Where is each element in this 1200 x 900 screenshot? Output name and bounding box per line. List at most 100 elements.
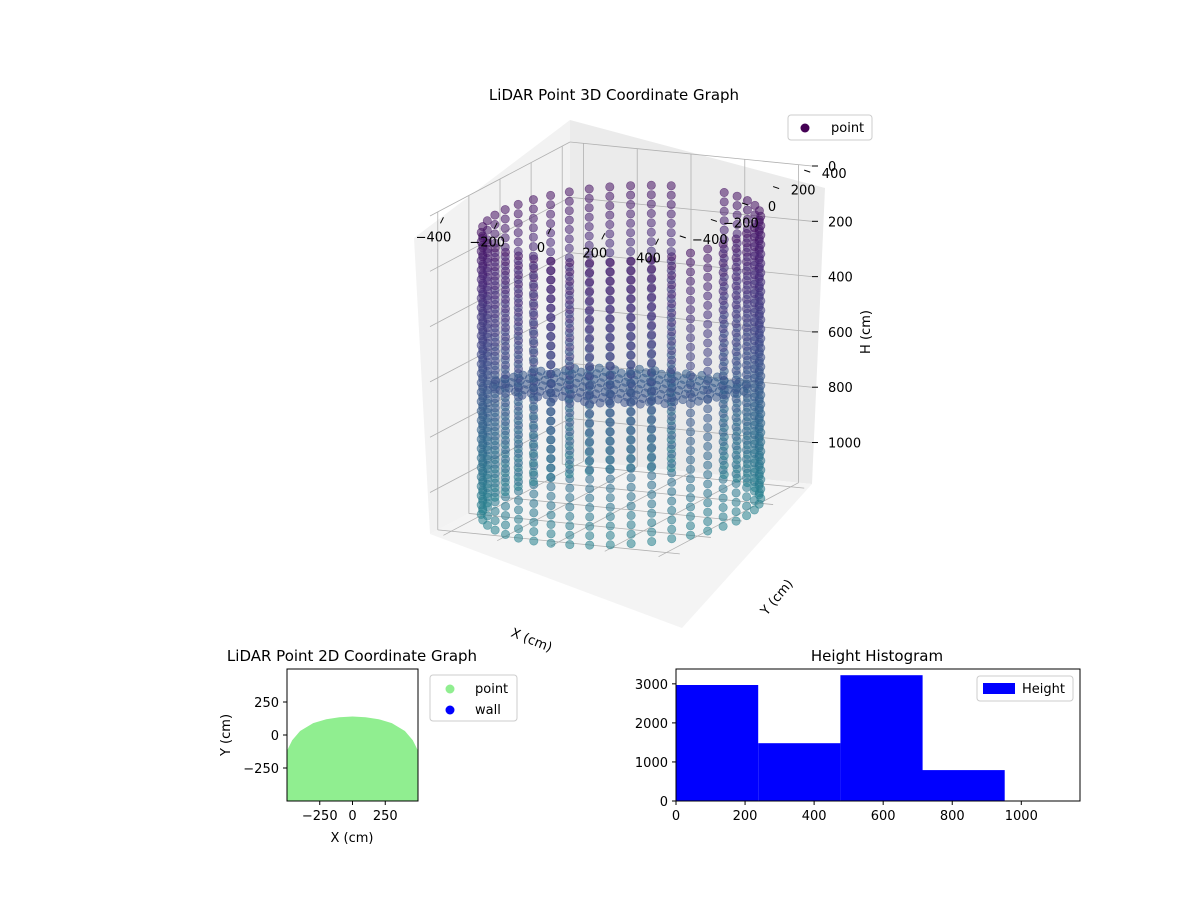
- data-point-3d: [646, 227, 656, 237]
- data-point-3d: [585, 324, 595, 334]
- data-point-3d: [565, 493, 575, 503]
- data-point-3d: [647, 311, 657, 321]
- data-point-3d: [528, 232, 538, 242]
- data-point-3d: [647, 452, 657, 462]
- x-tick-label-histogram: 1000: [1005, 809, 1038, 824]
- data-point-3d: [594, 363, 604, 373]
- y-tick-3d: [679, 235, 686, 239]
- data-point-3d: [529, 536, 539, 546]
- data-point-3d: [546, 538, 556, 548]
- data-point-3d: [626, 218, 636, 228]
- x-tick-3d: [439, 217, 444, 224]
- legend-3d-label: point: [831, 121, 864, 136]
- data-point-3d: [605, 521, 615, 531]
- data-point-3d: [546, 275, 556, 285]
- data-point-3d: [605, 540, 615, 550]
- data-point-3d: [605, 455, 615, 465]
- data-point-3d: [681, 369, 691, 379]
- data-point-3d: [536, 366, 546, 376]
- data-point-3d: [565, 530, 575, 540]
- y-tick-label-3d: 200: [791, 184, 816, 199]
- data-point-3d: [528, 213, 538, 223]
- data-point-3d: [685, 333, 695, 343]
- data-point-3d: [513, 505, 523, 515]
- data-point-3d: [685, 286, 695, 296]
- data-point-3d: [703, 366, 713, 376]
- data-point-3d: [626, 190, 636, 200]
- data-point-3d: [546, 360, 556, 370]
- legend-histogram-label: Height: [1022, 682, 1065, 697]
- data-point-3d: [546, 294, 556, 304]
- data-point-3d: [750, 200, 760, 210]
- data-point-3d: [585, 437, 595, 447]
- data-point-3d: [584, 222, 594, 232]
- data-point-3d: [647, 499, 657, 509]
- data-point-3d: [703, 300, 713, 310]
- data-point-3d: [564, 215, 574, 225]
- data-point-3d: [647, 358, 657, 368]
- point-region-2d: [287, 716, 418, 801]
- legend-histogram-frame: [976, 675, 1074, 702]
- data-point-3d: [546, 454, 556, 464]
- data-point-3d: [490, 506, 500, 516]
- data-point-3d: [647, 292, 657, 302]
- data-point-3d: [742, 511, 752, 521]
- data-point-3d: [605, 229, 615, 239]
- data-point-3d: [703, 470, 713, 480]
- data-point-3d: [685, 493, 695, 503]
- y-axis-label-3d: Y (cm): [757, 577, 796, 620]
- data-point-3d: [718, 484, 728, 494]
- data-point-3d: [719, 197, 729, 207]
- data-point-3d: [626, 350, 636, 360]
- y-tick-label-2d: −250: [243, 762, 279, 777]
- data-point-3d: [685, 352, 695, 362]
- data-point-3d: [646, 190, 656, 200]
- data-point-3d: [605, 248, 615, 258]
- histogram-bar: [676, 685, 759, 801]
- data-point-3d: [718, 502, 728, 512]
- legend-2d-wall-label: wall: [475, 703, 501, 718]
- data-point-3d: [719, 235, 729, 245]
- chart-3d-title: LiDAR Point 3D Coordinate Graph: [489, 86, 739, 104]
- data-point-3d: [585, 305, 595, 315]
- data-point-3d: [626, 482, 636, 492]
- data-point-3d: [666, 200, 676, 210]
- data-point-3d: [626, 501, 636, 511]
- data-point-3d: [564, 243, 574, 253]
- data-point-3d: [647, 527, 657, 537]
- ticks-2d: −250 0 250 250 0 −250: [243, 696, 397, 824]
- data-point-3d: [585, 446, 595, 456]
- data-point-3d: [647, 283, 657, 293]
- x-tick-label-3d: 400: [636, 252, 661, 267]
- data-point-3d: [626, 407, 636, 417]
- x-tick-3d: [601, 233, 606, 240]
- legend-2d: point wall: [429, 674, 518, 722]
- legend-3d: point: [787, 114, 873, 141]
- data-point-3d: [500, 520, 510, 530]
- legend-2d-point-marker: [445, 684, 455, 694]
- data-point-3d: [565, 502, 575, 512]
- data-point-3d: [685, 417, 695, 427]
- data-point-3d: [647, 442, 657, 452]
- x-axis-label-2d: X (cm): [331, 831, 374, 846]
- data-point-3d: [500, 242, 510, 252]
- data-point-3d: [546, 284, 556, 294]
- data-point-3d: [667, 496, 677, 506]
- data-point-3d: [546, 501, 556, 511]
- data-point-3d: [685, 248, 695, 258]
- data-point-3d: [626, 360, 636, 370]
- y-tick-3d: [804, 169, 811, 173]
- data-point-3d: [626, 341, 636, 351]
- data-point-3d: [626, 445, 636, 455]
- data-point-3d: [585, 484, 595, 494]
- data-point-3d: [703, 488, 713, 498]
- data-point-3d: [546, 322, 556, 332]
- data-point-3d: [647, 489, 657, 499]
- data-point-3d: [685, 267, 695, 277]
- data-point-3d: [647, 339, 657, 349]
- x-tick-label-2d: 0: [348, 809, 356, 824]
- data-point-3d: [685, 474, 695, 484]
- data-point-3d: [490, 516, 500, 526]
- grid-line: [499, 496, 743, 522]
- data-point-3d: [626, 435, 636, 445]
